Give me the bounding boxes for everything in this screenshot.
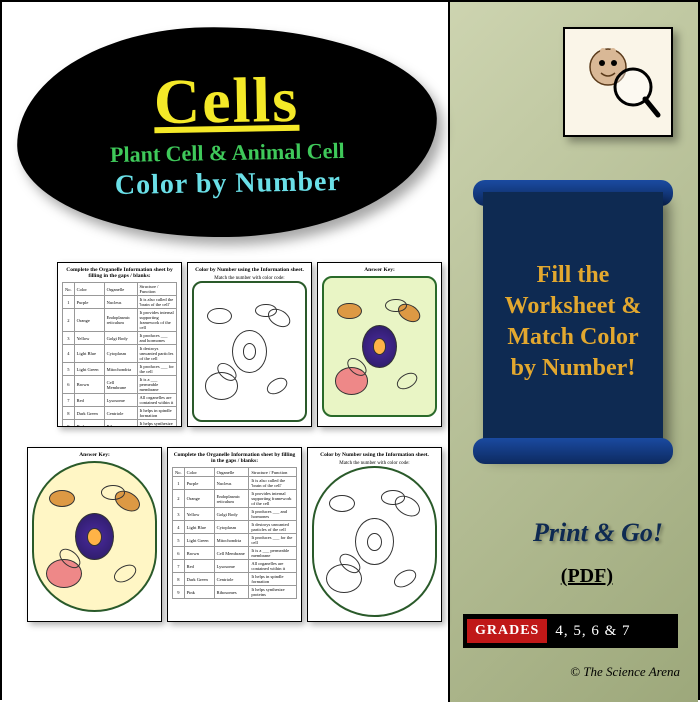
worksheet-table: Complete the Organelle Information sheet… (167, 447, 302, 622)
worksheet-cell-outline: Color by Number using the Information sh… (187, 262, 312, 427)
pdf-label: (PDF) (561, 565, 613, 588)
scroll-roll-bottom (473, 438, 673, 464)
title-sub2: Color by Number (115, 166, 342, 202)
magnifier-icon (573, 37, 663, 127)
title-sub1: Plant Cell & Animal Cell (110, 138, 345, 168)
grades-box: GRADES 4, 5, 6 & 7 (463, 614, 678, 648)
scroll-body: Fill the Worksheet & Match Color by Numb… (483, 192, 663, 452)
print-and-go-label: Print & Go! (533, 518, 663, 548)
page-root: Cells Plant Cell & Animal Cell Color by … (0, 0, 700, 700)
scroll-box: Fill the Worksheet & Match Color by Numb… (473, 172, 673, 472)
grades-label: GRADES (467, 619, 547, 643)
worksheet-cell-colored: Answer Key: (27, 447, 162, 622)
worksheet-cell-colored: Answer Key: (317, 262, 442, 427)
magnifier-card (563, 27, 673, 137)
copyright-label: © The Science Arena (570, 664, 680, 680)
grades-values: 4, 5, 6 & 7 (555, 623, 630, 640)
scroll-text: Fill the Worksheet & Match Color by Numb… (501, 260, 645, 385)
worksheet-cell-outline: Color by Number using the Information sh… (307, 447, 442, 622)
worksheet-table: Complete the Organelle Information sheet… (57, 262, 182, 427)
title-main: Cells (153, 63, 299, 140)
